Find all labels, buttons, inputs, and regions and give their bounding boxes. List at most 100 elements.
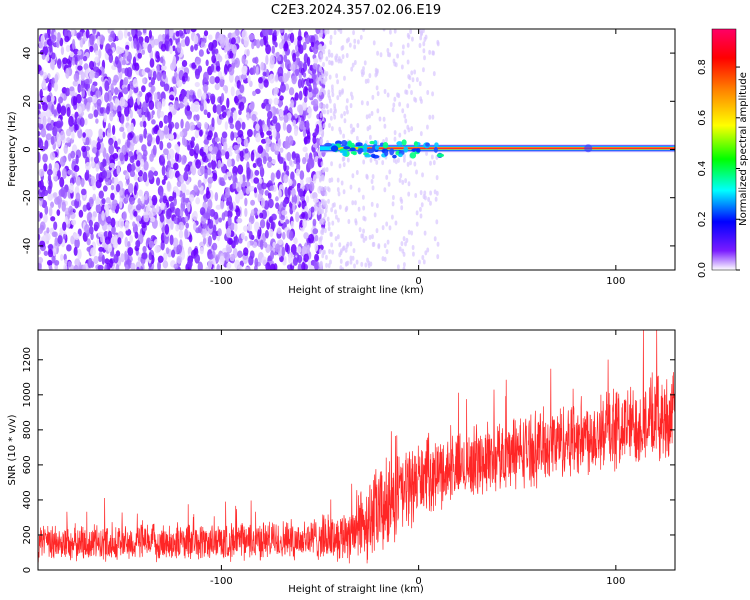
spectrogram-cell <box>322 62 325 68</box>
spectrogram-cell <box>385 249 389 255</box>
spectrogram-cell <box>396 53 400 59</box>
snr-ytick-label: 0 <box>22 567 33 573</box>
spectrogram-cell <box>429 200 432 206</box>
spectrogram-plot-area <box>38 29 675 270</box>
spectrogram-cell <box>269 54 275 65</box>
spectrogram-cell <box>324 207 328 213</box>
spectrogram-cell <box>84 118 88 126</box>
spectrogram-cell <box>255 66 259 76</box>
spectrogram-cell <box>62 57 68 65</box>
spectrogram-cell <box>253 187 258 194</box>
spectrogram-cell <box>330 161 333 167</box>
spectrogram-cell <box>340 248 343 254</box>
spectrogram-cell <box>206 111 211 119</box>
spectrogram-cell <box>178 103 185 109</box>
spectrogram-cell <box>91 84 96 93</box>
spectrogram-line-blob <box>374 145 379 150</box>
spectrogram-cell <box>321 73 325 79</box>
spectrogram-cell <box>232 172 237 183</box>
colorbar-tick-label: 0.4 <box>697 161 708 177</box>
spectrogram-cell <box>254 264 258 270</box>
spectrogram-cell <box>398 132 402 138</box>
spectrogram-cell <box>292 257 298 266</box>
spectrogram-cell <box>382 29 386 32</box>
spectrogram-cell <box>319 74 322 80</box>
spectrogram-cell <box>211 54 217 64</box>
spectrogram-cell <box>166 160 171 168</box>
spectrogram-cell <box>218 33 225 45</box>
spectrogram-cell <box>167 115 172 124</box>
spectrogram-cell <box>231 44 237 55</box>
spectrogram-cell <box>73 246 78 256</box>
spectrogram-cell <box>70 29 75 37</box>
spectrogram-cell <box>279 29 284 33</box>
spectrogram-cell <box>79 37 84 48</box>
spectrogram-cell <box>199 247 204 255</box>
spectrogram-cell <box>276 227 282 235</box>
spectrogram-cell <box>173 71 178 78</box>
spectrogram-cell <box>55 120 62 129</box>
spectrogram-line-blob <box>392 154 397 159</box>
spectrogram-cell <box>327 221 331 227</box>
spectrogram-cell <box>158 120 164 129</box>
spectrogram-cell <box>246 111 250 121</box>
spectrogram-cell <box>110 236 116 245</box>
spectrogram-cell <box>190 165 194 173</box>
spectrogram-cell <box>329 108 333 114</box>
spectrogram-cell <box>338 163 342 169</box>
spectrogram-cell <box>265 262 271 270</box>
spectrogram-cell <box>419 31 423 37</box>
spectrogram-cell <box>52 174 59 181</box>
spectrogram-cell <box>272 35 277 42</box>
spectrogram-cell <box>341 156 345 162</box>
spectrogram-cell <box>89 34 94 46</box>
spectrogram-cell <box>56 31 61 42</box>
spectrogram-cell <box>148 252 153 261</box>
spectrogram-cell <box>377 244 381 250</box>
spectrogram-cell <box>376 50 379 56</box>
spectrogram-cell <box>318 43 322 49</box>
spectrogram-cell <box>107 244 113 253</box>
spectrogram-cell <box>239 150 244 158</box>
spectrogram-cell <box>127 183 134 194</box>
spectrogram-cell <box>344 261 348 267</box>
spectrogram-cell <box>349 103 353 109</box>
spectrogram-cell <box>223 141 228 152</box>
spectrogram-cell <box>191 136 196 142</box>
spectrogram-cell <box>325 167 329 173</box>
spectrogram-line-blob <box>355 142 363 147</box>
spectrogram-cell <box>361 194 365 200</box>
spectrogram-cell <box>308 78 314 84</box>
spectrogram-cell <box>267 192 272 199</box>
spectrogram-cell <box>186 110 192 120</box>
spectrogram-cell <box>383 243 387 249</box>
spectrogram-cell <box>102 185 108 192</box>
spectrogram-cell <box>217 228 222 237</box>
spectrogram-cell <box>311 89 317 98</box>
spectrogram-cell <box>320 138 324 144</box>
spectrogram-cell <box>230 131 235 141</box>
spectrogram-cell <box>281 209 288 216</box>
spectrogram-cell <box>273 185 277 192</box>
spectrogram-cell <box>241 65 248 76</box>
spectrogram-cell <box>138 174 144 182</box>
spectrogram-cell <box>258 76 263 84</box>
spectrogram-cell <box>181 75 186 82</box>
spectrogram-cell <box>74 56 78 66</box>
spectrogram-cell <box>435 175 439 181</box>
spectrogram-cell <box>46 95 52 103</box>
spectrogram-cell <box>194 253 201 264</box>
spectrogram-cell <box>38 168 45 177</box>
spectrogram-cell <box>435 190 439 196</box>
spectrogram-cell <box>310 41 315 48</box>
spectrogram-cell <box>150 77 156 86</box>
spectrogram-cell <box>43 213 48 224</box>
spectrogram-cell <box>233 144 240 150</box>
spectrogram-cell <box>228 116 234 124</box>
spectrogram-cell <box>226 210 233 219</box>
spectrogram-cell <box>273 97 279 106</box>
spectrogram-cell <box>304 87 308 97</box>
spectrogram-cell <box>85 101 91 112</box>
spectrogram-cell <box>189 148 195 157</box>
